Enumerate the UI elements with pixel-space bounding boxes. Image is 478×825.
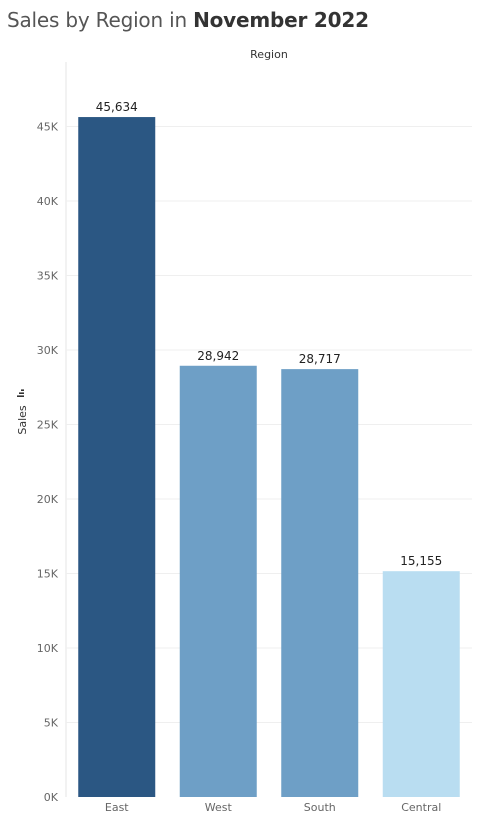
sort-icon[interactable] (17, 389, 24, 397)
y-tick-label: 0K (44, 791, 59, 804)
bar-west[interactable] (179, 365, 257, 797)
bar-data-labels: 45,634 28,942 28,717 15,155 (96, 100, 443, 568)
y-tick-label: 5K (44, 717, 59, 730)
region-column-header: Region (250, 48, 288, 61)
chart-title: Sales by Region in November 2022 (7, 8, 369, 32)
y-tick-label: 10K (37, 642, 59, 655)
y-tick-label: 30K (37, 344, 59, 357)
chart-title-emphasis: November 2022 (193, 8, 369, 32)
bar-east[interactable] (78, 117, 156, 797)
y-axis-title-group: Sales (16, 389, 29, 435)
category-label-west: West (205, 801, 233, 814)
y-tick-label: 40K (37, 195, 59, 208)
category-labels: East West South Central (105, 801, 441, 814)
data-label-east: 45,634 (96, 100, 138, 114)
y-axis-title: Sales (16, 405, 29, 435)
bar-south[interactable] (281, 369, 359, 797)
y-axis-ticks: 0K 5K 10K 15K 20K 25K 30K 35K 40K 45K (37, 121, 59, 805)
data-label-west: 28,942 (197, 349, 239, 363)
y-tick-label: 15K (37, 568, 59, 581)
y-tick-label: 25K (37, 419, 59, 432)
bars (78, 117, 460, 797)
y-tick-label: 20K (37, 493, 59, 506)
data-label-central: 15,155 (400, 554, 442, 568)
chart-title-prefix: Sales by Region in (7, 8, 194, 32)
category-label-south: South (304, 801, 336, 814)
data-label-south: 28,717 (299, 352, 341, 366)
y-tick-label: 45K (37, 121, 59, 134)
bar-central[interactable] (382, 571, 460, 797)
category-label-central: Central (401, 801, 441, 814)
category-label-east: East (105, 801, 129, 814)
y-tick-label: 35K (37, 270, 59, 283)
